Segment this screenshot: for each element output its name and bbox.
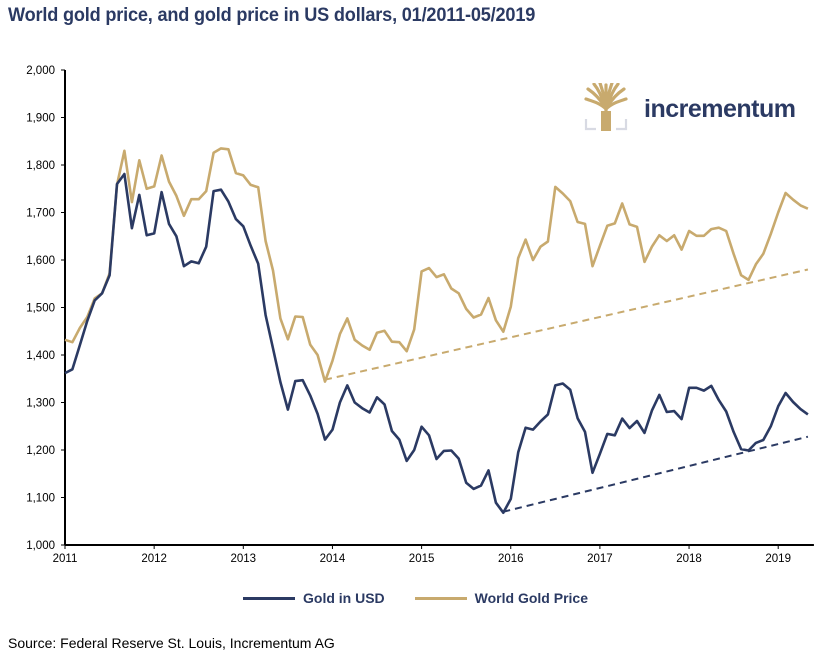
legend-label-world-gold: World Gold Price [474, 590, 588, 606]
trendline-gold-usd [503, 435, 809, 513]
x-tick-label: 2013 [231, 553, 257, 565]
x-tick-label: 2018 [676, 553, 702, 565]
logo-text: incrementum [644, 94, 796, 123]
x-tick-label: 2017 [587, 553, 613, 565]
y-tick-label: 1,400 [26, 350, 55, 362]
x-tick-label: 2012 [141, 553, 167, 565]
incrementum-logo: incrementum [584, 80, 796, 136]
y-tick-label: 1,500 [26, 303, 55, 315]
y-tick-label: 1,300 [26, 398, 55, 410]
y-tick-label: 1,700 [26, 208, 55, 220]
y-tick-label: 1,200 [26, 445, 55, 457]
y-tick-label: 2,000 [26, 65, 55, 77]
y-tick-label: 1,800 [26, 160, 55, 172]
x-tick-label: 2014 [320, 553, 346, 565]
x-tick-label: 2011 [53, 553, 78, 565]
x-tick-label: 2019 [765, 553, 791, 565]
source-note: Source: Federal Reserve St. Louis, Incre… [8, 635, 335, 651]
chart-area: 1,000 1,100 1,200 1,300 1,400 1,500 1,600 1,700… [26, 65, 814, 565]
x-axis: 2011 2012 2013 2014 2015 2016 2017 2018 2019 [53, 544, 814, 565]
legend-swatch-gold-usd [243, 596, 295, 600]
series-lines [64, 147, 809, 515]
legend-swatch-world-gold [414, 596, 467, 600]
x-tick-label: 2015 [409, 553, 435, 565]
y-tick-label: 1,900 [26, 113, 55, 125]
x-tick-label: 2016 [498, 553, 524, 565]
y-axis: 1,000 1,100 1,200 1,300 1,400 1,500 1,600 1,700… [26, 65, 66, 552]
y-tick-label: 1,000 [26, 540, 55, 552]
chart-title: World gold price, and gold price in US d… [8, 4, 536, 26]
series-line-world-gold [64, 147, 809, 383]
legend-item-world-gold: World Gold Price [414, 590, 588, 606]
legend-item-gold-usd: Gold in USD [243, 590, 385, 606]
y-tick-label: 1,600 [26, 255, 55, 267]
legend-label-gold-usd: Gold in USD [303, 590, 385, 606]
legend: Gold in USD World Gold Price [243, 590, 618, 606]
y-tick-label: 1,100 [26, 493, 55, 505]
tree-icon [584, 80, 628, 136]
trendlines [324, 268, 809, 513]
series-line-gold-usd [64, 172, 809, 515]
trendline-world-gold [324, 268, 809, 381]
